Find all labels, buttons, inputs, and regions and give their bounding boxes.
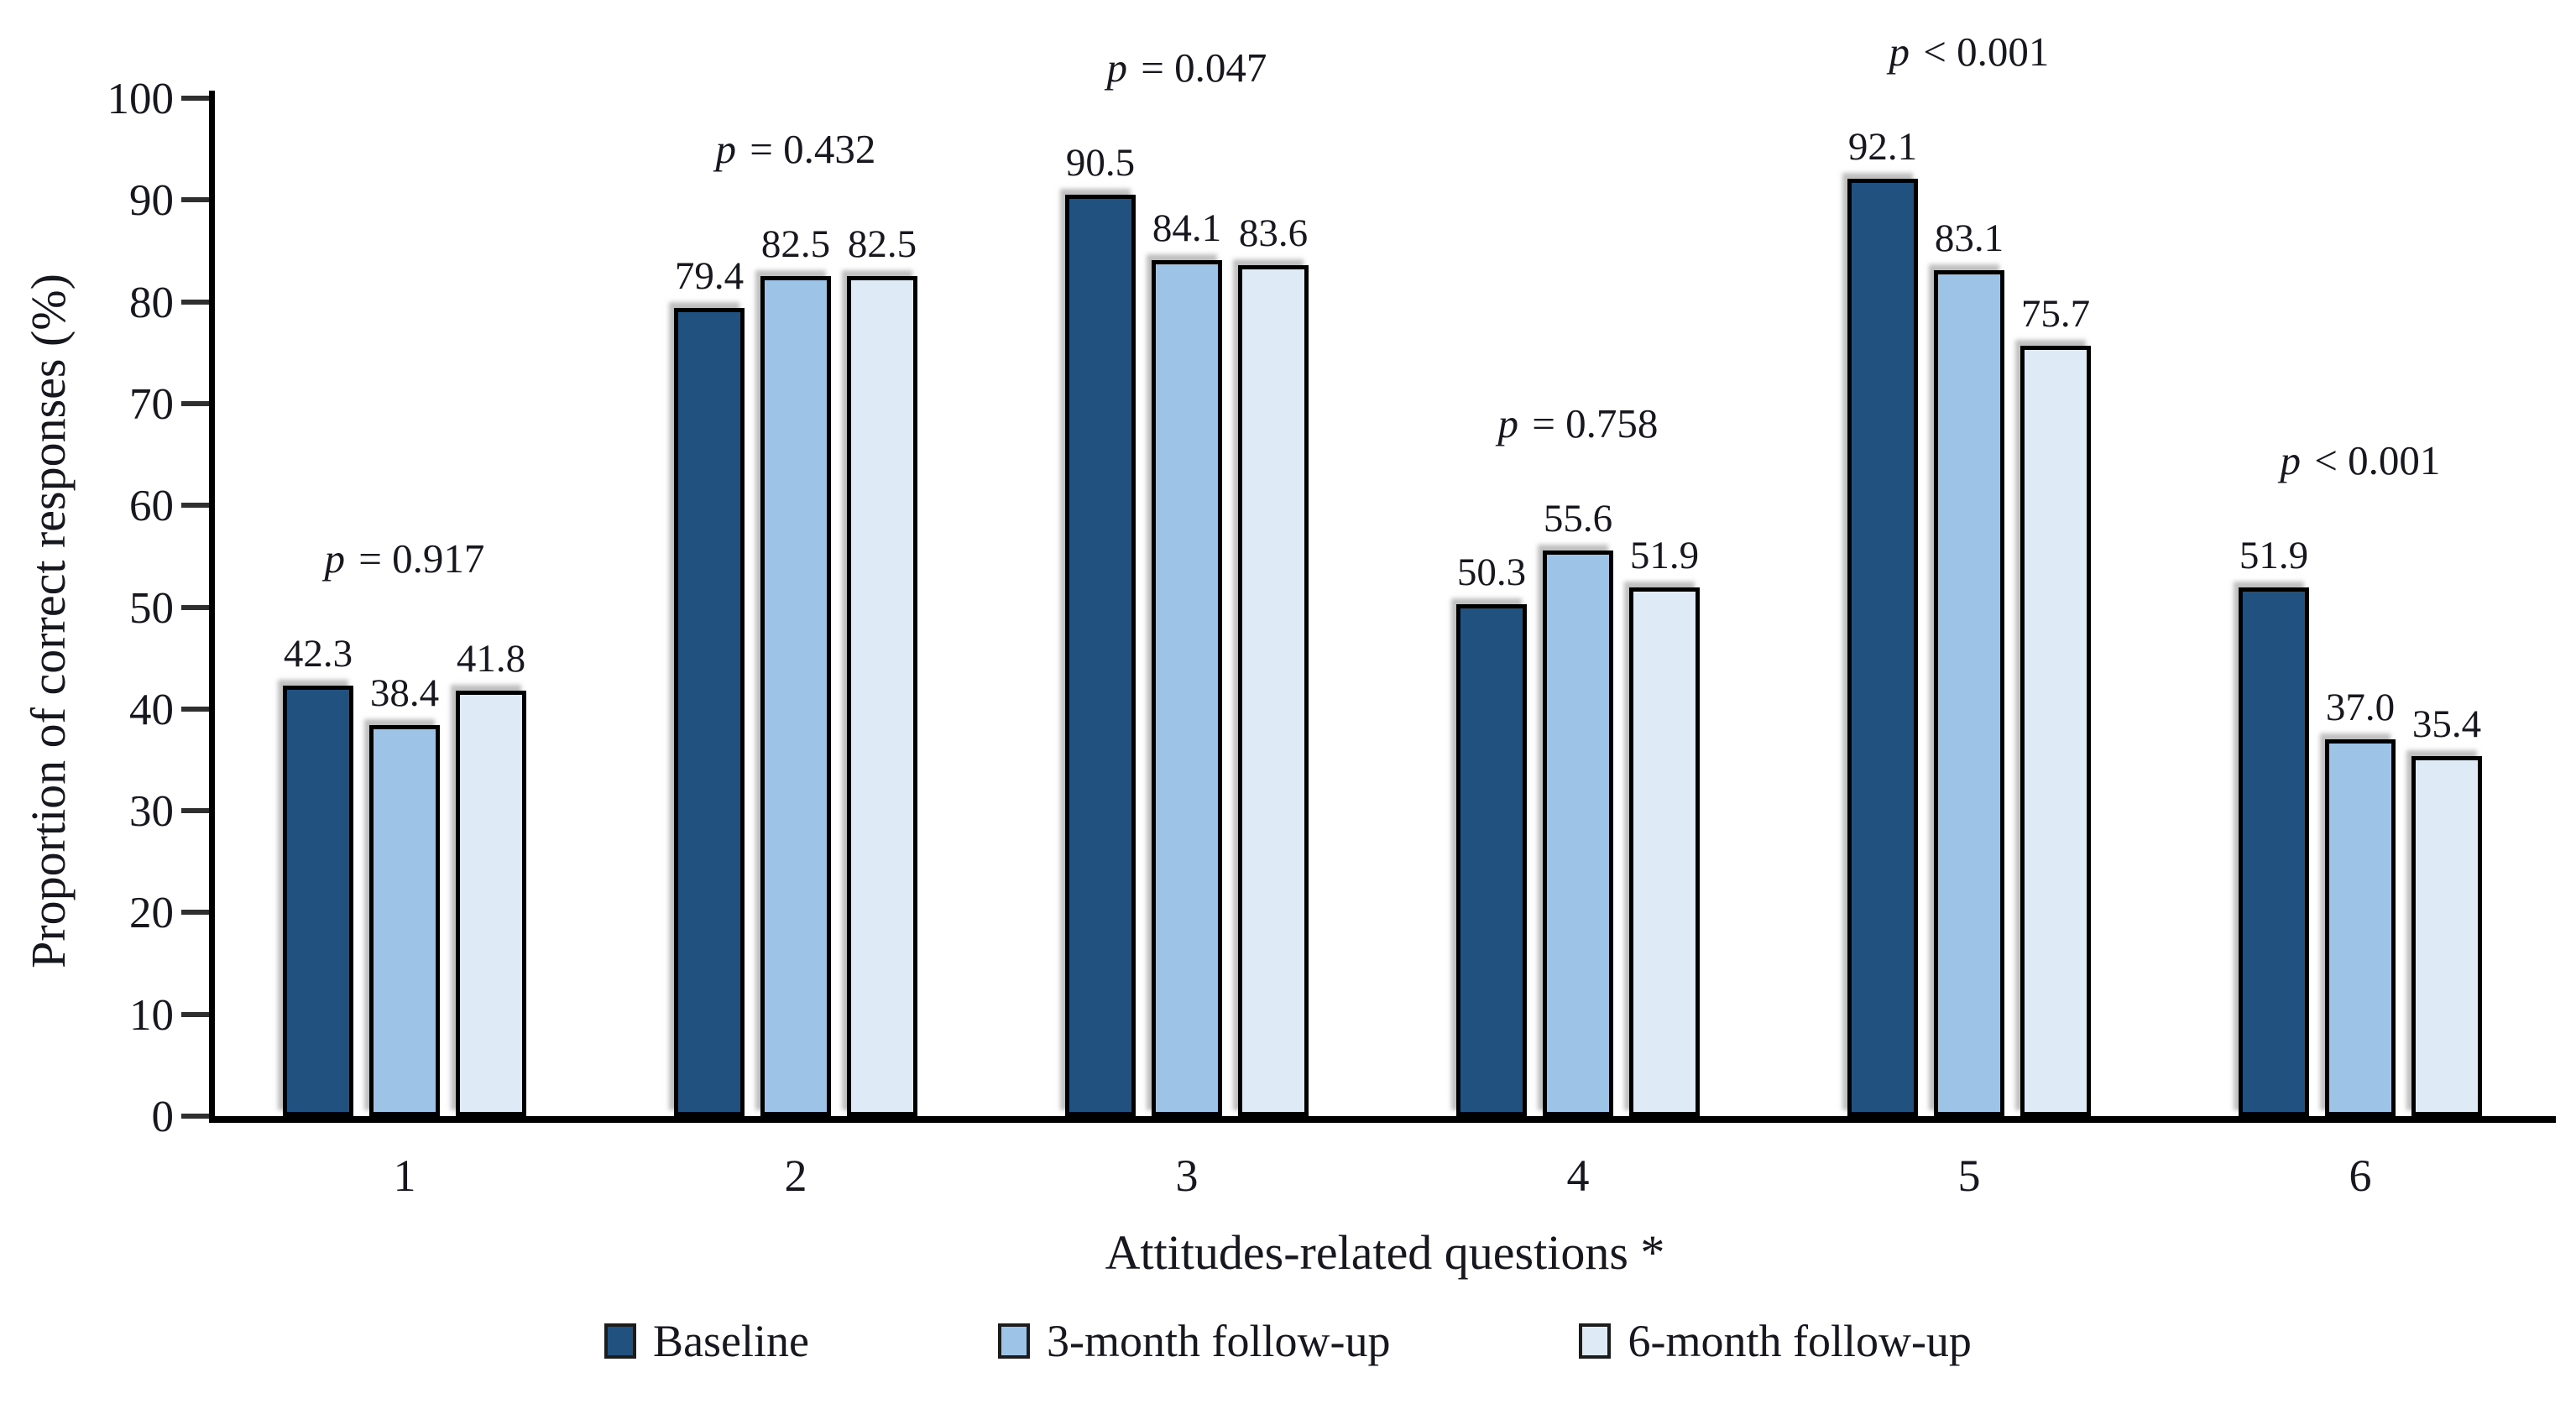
- p-value-label-q3: p = 0.047: [1106, 44, 1267, 91]
- legend-item-3-month: 3-month follow-up: [998, 1316, 1390, 1366]
- x-tick-label-q3: 3: [1175, 1151, 1199, 1201]
- y-axis-tick-label-70: 70: [129, 379, 174, 429]
- y-axis-tick-label-40: 40: [129, 685, 174, 734]
- legend-swatch-baseline: [604, 1323, 637, 1359]
- bar-baseline-q1: [283, 685, 353, 1116]
- y-axis-tick-label-90: 90: [129, 176, 174, 226]
- y-axis-tick-90: [181, 197, 209, 203]
- x-tick-label-q6: 6: [2349, 1151, 2372, 1201]
- legend-label-baseline: Baseline: [653, 1316, 809, 1366]
- bar-baseline-q4: [1456, 603, 1527, 1116]
- legend-swatch-3-month: [998, 1323, 1030, 1359]
- value-label-3-month-follow-up-q2: 82.5: [760, 222, 831, 267]
- value-label-baseline-q5: 92.1: [1847, 124, 1918, 169]
- y-axis-tick-40: [181, 706, 209, 712]
- y-axis-tick-label-0: 0: [151, 1093, 175, 1141]
- x-tick-label-q5: 5: [1957, 1151, 1981, 1201]
- value-label-baseline-q4: 50.3: [1456, 550, 1527, 594]
- x-axis-line: [209, 1116, 2556, 1123]
- value-label-6-month-follow-up-q4: 51.9: [1629, 534, 1700, 578]
- y-axis-tick-label-80: 80: [129, 278, 174, 327]
- legend-item-baseline: Baseline: [604, 1316, 809, 1366]
- y-axis-tick-label-60: 60: [129, 482, 174, 531]
- bar-3-month-follow-up-q3: [1152, 259, 1222, 1116]
- bar-6-month-follow-up-q6: [2411, 755, 2482, 1116]
- p-value-label-q2: p = 0.432: [715, 126, 876, 173]
- value-label-6-month-follow-up-q1: 41.8: [456, 636, 526, 681]
- bar-6-month-follow-up-q3: [1238, 264, 1309, 1116]
- y-axis-tick-0: [181, 1114, 209, 1119]
- value-label-baseline-q6: 51.9: [2239, 534, 2309, 578]
- x-axis-title: Attitudes-related questions *: [1105, 1225, 1665, 1280]
- y-axis-tick-label-10: 10: [129, 990, 174, 1040]
- y-axis-tick-100: [181, 96, 209, 101]
- y-axis-tick-30: [181, 808, 209, 814]
- value-label-6-month-follow-up-q5: 75.7: [2020, 291, 2091, 336]
- y-axis-tick-label-20: 20: [129, 889, 174, 938]
- x-tick-label-q1: 1: [393, 1151, 416, 1201]
- legend: Baseline 3-month follow-up 6-month follo…: [0, 1316, 2576, 1366]
- y-axis-tick-70: [181, 400, 209, 406]
- bar-3-month-follow-up-q1: [369, 725, 440, 1116]
- value-label-6-month-follow-up-q3: 83.6: [1238, 211, 1309, 255]
- value-label-3-month-follow-up-q5: 83.1: [1934, 216, 2004, 260]
- bar-baseline-q2: [674, 307, 745, 1116]
- y-axis-tick-60: [181, 503, 209, 509]
- value-label-baseline-q2: 79.4: [674, 253, 745, 298]
- bar-6-month-follow-up-q4: [1629, 587, 1700, 1116]
- value-label-3-month-follow-up-q1: 38.4: [369, 671, 440, 716]
- p-value-label-q4: p = 0.758: [1497, 399, 1659, 446]
- y-axis-tick-80: [181, 299, 209, 305]
- y-axis-tick-label-100: 100: [107, 75, 175, 123]
- legend-label-3-month: 3-month follow-up: [1047, 1316, 1391, 1366]
- value-label-3-month-follow-up-q6: 37.0: [2325, 686, 2396, 730]
- y-axis-line: [209, 91, 215, 1123]
- p-value-label-q1: p = 0.917: [324, 535, 485, 582]
- bar-6-month-follow-up-q5: [2020, 345, 2091, 1116]
- bar-3-month-follow-up-q5: [1934, 269, 2004, 1116]
- x-tick-label-q4: 4: [1566, 1151, 1590, 1201]
- bar-baseline-q6: [2239, 587, 2309, 1116]
- value-label-3-month-follow-up-q4: 55.6: [1543, 496, 1613, 540]
- value-label-3-month-follow-up-q3: 84.1: [1152, 206, 1222, 250]
- legend-item-6-month: 6-month follow-up: [1579, 1316, 1972, 1366]
- legend-swatch-6-month: [1579, 1323, 1612, 1359]
- bar-3-month-follow-up-q2: [760, 276, 831, 1116]
- bar-3-month-follow-up-q4: [1543, 550, 1613, 1116]
- value-label-6-month-follow-up-q6: 35.4: [2411, 702, 2482, 746]
- x-tick-label-q2: 2: [784, 1151, 807, 1201]
- bar-baseline-q3: [1065, 195, 1136, 1116]
- bar-baseline-q5: [1847, 178, 1918, 1116]
- legend-label-6-month: 6-month follow-up: [1628, 1316, 1972, 1366]
- value-label-baseline-q3: 90.5: [1065, 141, 1136, 185]
- y-axis-tick-10: [181, 1011, 209, 1017]
- bar-6-month-follow-up-q1: [456, 690, 526, 1116]
- y-axis-tick-20: [181, 910, 209, 916]
- bar-6-month-follow-up-q2: [847, 276, 917, 1116]
- value-label-6-month-follow-up-q2: 82.5: [847, 222, 917, 267]
- value-label-baseline-q1: 42.3: [283, 631, 353, 676]
- y-axis-tick-label-50: 50: [129, 583, 174, 633]
- bar-3-month-follow-up-q6: [2325, 739, 2396, 1116]
- p-value-label-q6: p < 0.001: [2280, 437, 2441, 484]
- p-value-label-q5: p < 0.001: [1889, 28, 2050, 75]
- y-axis-tick-label-30: 30: [129, 787, 174, 837]
- y-axis-tick-50: [181, 604, 209, 610]
